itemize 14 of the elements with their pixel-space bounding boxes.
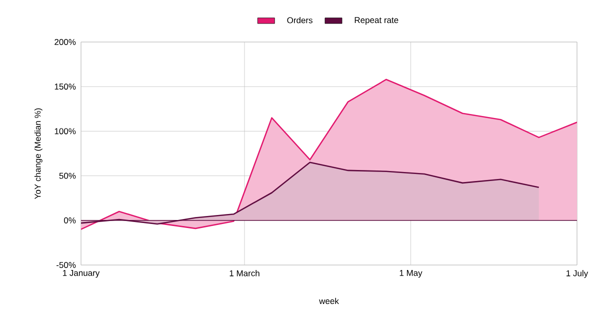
x-axis-title: week [319, 298, 339, 304]
y-tick-label: -50% [56, 262, 76, 268]
x-tick-label: 1 March [230, 270, 260, 276]
y-tick-label: 200% [54, 38, 76, 46]
legend-label: Orders [287, 17, 312, 24]
x-tick-label: 1 May [400, 270, 422, 278]
x-tick-label: 1 January [62, 270, 100, 278]
y-tick-label: 100% [54, 128, 76, 134]
legend-label: Repeat rate [354, 17, 398, 25]
y-axis-title: YoY change (Median %) [34, 108, 42, 199]
y-tick-label: 0% [64, 217, 76, 224]
y-tick-label: 150% [54, 84, 76, 90]
x-tick-label: 1 July [566, 270, 588, 278]
y-tick-label: 50% [59, 172, 76, 179]
